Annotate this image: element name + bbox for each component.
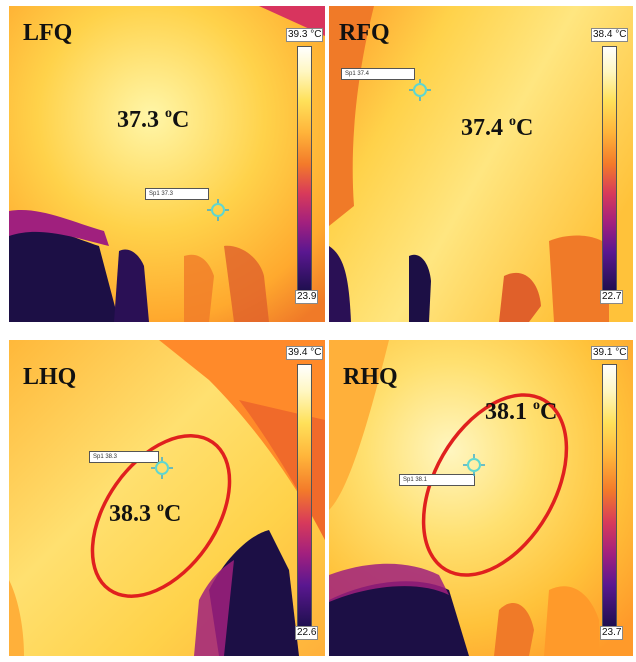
degree-symbol: o — [533, 398, 540, 413]
crosshair-icon[interactable] — [151, 457, 173, 479]
scale-min-label: 23.7 — [600, 626, 624, 640]
scale-max-label: 39.1 °C — [591, 346, 629, 360]
temperature-reading: 37.4 oC — [461, 114, 533, 142]
thermal-image-rhq — [329, 340, 633, 656]
temperature-unit: C — [516, 115, 534, 141]
temperature-reading: 38.1 oC — [485, 398, 557, 426]
temperature-reading: 37.3 oC — [117, 106, 189, 134]
temperature-unit: C — [540, 399, 558, 425]
spot-label: Sp1 37.3 — [145, 188, 209, 200]
color-scale-bar — [297, 364, 312, 628]
color-scale-bar — [297, 46, 312, 292]
spot-label: Sp1 37.4 — [341, 68, 415, 80]
thermal-image-lfq — [9, 6, 325, 322]
temperature-unit: C — [164, 501, 182, 527]
temperature-value: 38.3 — [109, 501, 151, 527]
thermal-panel-lfq: LFQ 37.3 oC Sp1 37.3 39.3 °C 23.9 — [9, 6, 325, 322]
color-scale-bar — [602, 364, 617, 628]
spot-label: Sp1 38.3 — [89, 451, 159, 463]
thermal-panel-rfq: RFQ 37.4 oC Sp1 37.4 38.4 °C 22.7 — [329, 6, 633, 322]
quadrant-label: LHQ — [23, 364, 77, 390]
degree-symbol: o — [165, 106, 172, 121]
crosshair-icon[interactable] — [207, 199, 229, 221]
temperature-value: 37.4 — [461, 115, 503, 141]
temperature-value: 38.1 — [485, 399, 527, 425]
region-ellipse — [90, 434, 232, 598]
thermal-image-rfq — [329, 6, 633, 322]
temperature-unit: C — [172, 107, 190, 133]
quadrant-label: LFQ — [23, 20, 73, 46]
scale-min-label: 22.7 — [600, 290, 624, 304]
degree-symbol: o — [509, 114, 516, 129]
temperature-reading: 38.3 oC — [109, 500, 181, 528]
degree-symbol: o — [157, 500, 164, 515]
color-scale-bar — [602, 46, 617, 292]
thermal-panel-rhq: RHQ 38.1 oC Sp1 38.1 39.1 °C 23.7 — [329, 340, 633, 656]
thermal-panel-lhq: LHQ 38.3 oC Sp1 38.3 39.4 °C 22.6 — [9, 340, 325, 656]
quadrant-label: RFQ — [339, 20, 390, 46]
temperature-value: 37.3 — [117, 107, 159, 133]
scale-min-label: 23.9 — [295, 290, 319, 304]
scale-min-label: 22.6 — [295, 626, 319, 640]
scale-max-label: 38.4 °C — [591, 28, 629, 42]
scale-max-label: 39.3 °C — [286, 28, 324, 42]
crosshair-icon[interactable] — [463, 454, 485, 476]
crosshair-icon[interactable] — [409, 79, 431, 101]
scale-max-label: 39.4 °C — [286, 346, 324, 360]
quadrant-label: RHQ — [343, 364, 398, 390]
spot-label: Sp1 38.1 — [399, 474, 475, 486]
region-ellipse — [421, 393, 569, 577]
